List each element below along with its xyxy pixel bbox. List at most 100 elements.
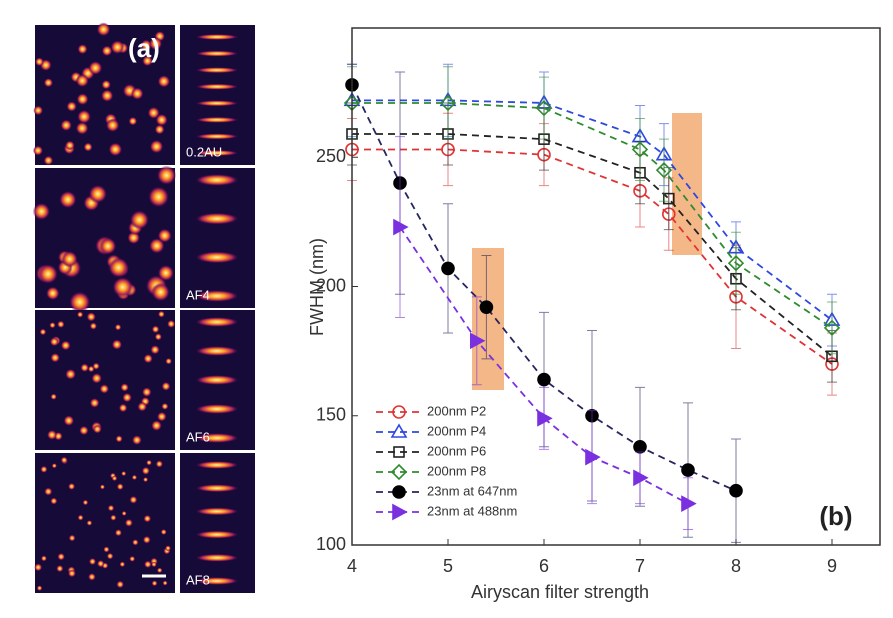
- spot: [76, 93, 89, 106]
- spot: [116, 483, 124, 491]
- spot: [167, 319, 176, 329]
- y-tick-label: 200: [316, 275, 346, 295]
- spot: [195, 461, 239, 469]
- spot: [43, 78, 54, 88]
- spot: [50, 393, 57, 400]
- marker: [537, 409, 553, 427]
- spot: [143, 514, 152, 523]
- spot: [148, 237, 165, 254]
- x-tick-label: 6: [539, 556, 549, 576]
- spot: [66, 101, 77, 112]
- spot: [129, 555, 136, 562]
- spot: [57, 552, 65, 561]
- spot: [119, 561, 126, 568]
- spot: [116, 580, 124, 589]
- legend-marker: [390, 423, 408, 438]
- spot: [157, 75, 171, 88]
- spot: [151, 580, 158, 587]
- spot: [165, 545, 171, 552]
- legend-label: 23nm at 647nm: [427, 483, 517, 498]
- spot: [161, 381, 171, 391]
- image-tile: [180, 453, 255, 593]
- spot: [157, 310, 165, 318]
- spot: [88, 184, 108, 204]
- marker: [681, 495, 697, 512]
- y-tick-label: 150: [316, 405, 346, 425]
- legend-marker: [392, 485, 406, 499]
- spot: [92, 362, 100, 370]
- legend-label: 200nm P4: [427, 423, 486, 438]
- spot: [195, 404, 239, 414]
- y-axis-label: FWHM (nm): [307, 238, 327, 336]
- spot: [144, 560, 152, 569]
- spot: [89, 322, 98, 330]
- spot: [195, 100, 239, 107]
- spot: [88, 573, 96, 581]
- plot: 4 5 6 7 8 9 100 150 200 250 200nm P2 200nm P4 200nm …: [316, 63, 841, 576]
- spot: [92, 424, 102, 434]
- x-tick-label: 5: [443, 556, 453, 576]
- spot: [68, 482, 76, 490]
- spot: [65, 368, 76, 380]
- panel-a: 0.2AU AF4 AF6 AF8: [32, 22, 255, 593]
- marker: [585, 448, 601, 466]
- image-tile: [35, 453, 175, 593]
- spot: [68, 291, 91, 313]
- plot-frame: [351, 27, 881, 546]
- spot: [151, 561, 157, 568]
- spot: [157, 228, 172, 243]
- spot: [108, 257, 129, 278]
- spot: [107, 504, 115, 512]
- image-label: AF6: [186, 429, 210, 444]
- spot: [132, 539, 139, 546]
- spot: [106, 552, 114, 560]
- spot: [129, 495, 138, 504]
- spot: [131, 87, 144, 100]
- legend-marker: [393, 446, 405, 458]
- spot: [80, 363, 89, 372]
- x-tick-label: 8: [731, 556, 741, 576]
- x-tick-label: 4: [347, 556, 357, 576]
- spot: [83, 142, 93, 152]
- spot: [99, 237, 117, 255]
- panel-label: (a): [128, 33, 160, 63]
- spot: [79, 425, 89, 436]
- spot: [157, 264, 175, 282]
- spot: [155, 113, 168, 127]
- spot: [147, 186, 170, 208]
- spot: [195, 290, 239, 302]
- image-label: AF4: [186, 287, 210, 302]
- spot: [140, 39, 152, 51]
- spot: [195, 553, 239, 562]
- spot: [195, 507, 239, 516]
- spot: [195, 50, 239, 57]
- spot: [38, 264, 59, 285]
- spot: [34, 57, 44, 67]
- spot: [154, 333, 162, 341]
- spot: [161, 402, 169, 410]
- spot: [131, 474, 138, 481]
- marker: [655, 162, 673, 179]
- spot: [40, 555, 47, 562]
- marker: [729, 483, 743, 498]
- spot: [60, 340, 71, 351]
- spot: [195, 133, 239, 140]
- image-tile: [180, 25, 255, 165]
- spot: [151, 420, 162, 431]
- spot: [47, 429, 57, 440]
- spot: [60, 456, 68, 464]
- spot: [150, 345, 160, 355]
- spot: [195, 251, 239, 264]
- spot: [40, 465, 48, 473]
- spot: [156, 411, 167, 422]
- spot: [64, 140, 75, 151]
- spot: [148, 37, 163, 51]
- spot: [36, 585, 43, 591]
- spot: [146, 459, 152, 466]
- spot: [99, 484, 105, 490]
- spot: [195, 34, 239, 40]
- spot: [88, 557, 97, 566]
- marker: [535, 100, 553, 117]
- spot: [103, 546, 110, 553]
- spot: [32, 202, 51, 221]
